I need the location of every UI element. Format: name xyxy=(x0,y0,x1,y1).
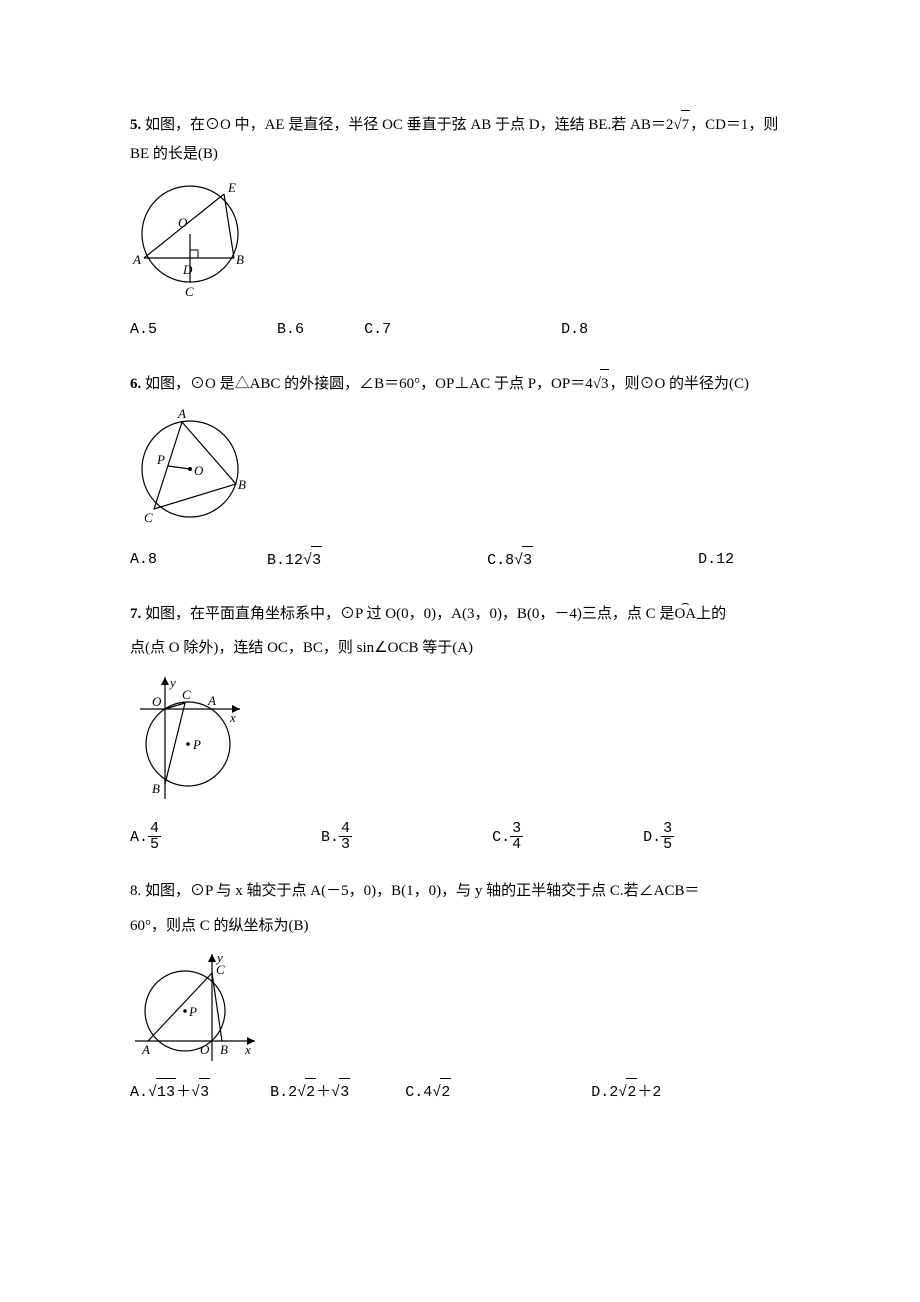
svg-text:y: y xyxy=(168,675,176,690)
q7-number: 7 xyxy=(130,606,138,622)
q5-choice-b: B.6 xyxy=(277,316,304,345)
svg-text:A: A xyxy=(132,252,141,267)
question-7-text-line2: 点(点 O 除外)，连结 OC，BC，则 sin∠OCB 等于(A) xyxy=(130,634,800,663)
q6-choice-a: A.8 xyxy=(130,546,157,576)
svg-text:B: B xyxy=(152,781,160,796)
svg-text:O: O xyxy=(200,1042,210,1057)
q6-number: 6 xyxy=(130,376,138,392)
q7-choice-b: B.43 xyxy=(321,821,352,854)
q8-choice-b: B.2√2＋√3 xyxy=(270,1078,350,1108)
svg-text:C: C xyxy=(144,510,153,525)
svg-text:B: B xyxy=(220,1042,228,1057)
q5-figure: E O A D B C xyxy=(130,174,800,304)
q6-choice-b: B.12√3 xyxy=(267,546,322,576)
question-7-text: 7. 如图，在平面直角坐标系中，⊙P 过 O(0，0)，A(3，0)，B(0，－… xyxy=(130,600,800,629)
page: 5. 如图，在⊙O 中，AE 是直径，半径 OC 垂直于弦 AB 于点 D，连结… xyxy=(0,0,920,1212)
q5-choice-c: C.7 xyxy=(364,316,391,345)
q5-choices: A.5 B.6 C.7 D.8 xyxy=(130,316,800,345)
question-6-text: 6. 如图，⊙O 是△ABC 的外接圆，∠B＝60°，OP⊥AC 于点 P，OP… xyxy=(130,369,800,399)
q7-choice-a: A.45 xyxy=(130,821,161,854)
q7-choices: A.45 B.43 C.34 D.35 xyxy=(130,821,800,854)
q6-choice-d: D.12 xyxy=(698,546,734,576)
question-5-text: 5. 如图，在⊙O 中，AE 是直径，半径 OC 垂直于弦 AB 于点 D，连结… xyxy=(130,110,800,168)
q5-prefix: 如图，在⊙O 中，AE 是直径，半径 OC 垂直于弦 AB 于点 D，连结 BE… xyxy=(145,117,673,133)
question-8-text: 8. 如图，⊙P 与 x 轴交于点 A(－5，0)，B(1，0)，与 y 轴的正… xyxy=(130,877,800,906)
q7-line1-suffix: 上的 xyxy=(696,606,726,622)
q6-sqrt: √3 xyxy=(593,369,610,399)
svg-text:A: A xyxy=(141,1042,150,1057)
svg-text:P: P xyxy=(192,737,201,752)
q7-prefix: 如图，在平面直角坐标系中，⊙P 过 O(0，0)，A(3，0)，B(0，－4)三… xyxy=(145,606,674,622)
q5-choice-a: A.5 xyxy=(130,316,157,345)
q8-choice-c: C.4√2 xyxy=(405,1078,451,1108)
svg-text:C: C xyxy=(182,687,191,702)
svg-text:A: A xyxy=(207,693,216,708)
q7-arc: OA xyxy=(674,600,696,629)
q8-figure: y C P A O B x xyxy=(130,946,800,1066)
q7-choice-c: C.34 xyxy=(492,821,523,854)
q6-choice-c: C.8√3 xyxy=(487,546,533,576)
svg-text:D: D xyxy=(182,262,193,277)
q5-choice-d: D.8 xyxy=(561,316,588,345)
svg-text:B: B xyxy=(238,477,246,492)
q8-number: 8 xyxy=(130,883,138,899)
q8-choice-a: A.√13＋√3 xyxy=(130,1078,210,1108)
svg-text:x: x xyxy=(229,710,236,725)
q7-choice-d: D.35 xyxy=(643,821,674,854)
q6-choices: A.8 B.12√3 C.8√3 D.12 xyxy=(130,546,800,576)
svg-text:O: O xyxy=(178,215,188,230)
q8-choices: A.√13＋√3 B.2√2＋√3 C.4√2 D.2√2＋2 xyxy=(130,1078,800,1108)
svg-text:x: x xyxy=(244,1042,251,1057)
q8-choice-d: D.2√2＋2 xyxy=(591,1078,661,1108)
svg-text:P: P xyxy=(156,452,165,467)
q6-figure: A P O B C xyxy=(130,404,800,534)
svg-text:O: O xyxy=(194,463,204,478)
q8-line1: 如图，⊙P 与 x 轴交于点 A(－5，0)，B(1，0)，与 y 轴的正半轴交… xyxy=(145,883,699,899)
q7-figure: y C A O x P B xyxy=(130,669,800,809)
question-8-text-line2: 60°，则点 C 的纵坐标为(B) xyxy=(130,912,800,941)
svg-text:A: A xyxy=(177,406,186,421)
svg-text:C: C xyxy=(185,284,194,299)
q6-suffix: ，则⊙O 的半径为(C) xyxy=(609,376,749,392)
svg-text:B: B xyxy=(236,252,244,267)
svg-text:O: O xyxy=(152,694,162,709)
svg-text:C: C xyxy=(216,962,225,977)
svg-text:E: E xyxy=(227,180,236,195)
svg-text:P: P xyxy=(188,1004,197,1019)
q5-sqrt: √7 xyxy=(673,110,690,140)
q5-number: 5 xyxy=(130,117,138,133)
q6-prefix: 如图，⊙O 是△ABC 的外接圆，∠B＝60°，OP⊥AC 于点 P，OP＝4 xyxy=(145,376,593,392)
